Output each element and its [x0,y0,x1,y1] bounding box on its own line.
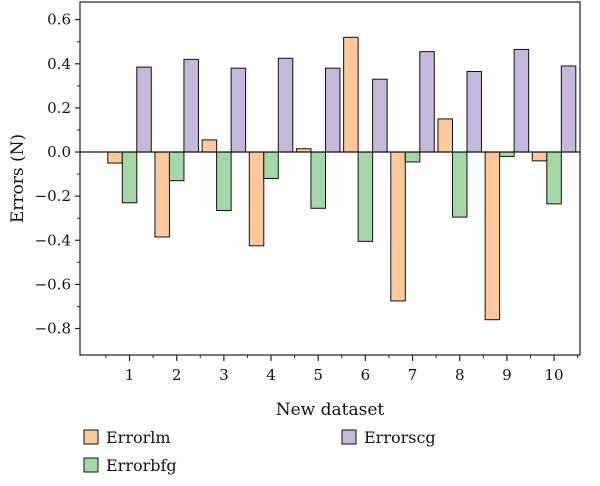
bars [80,36,580,321]
x-tick-label: 6 [361,366,371,384]
legend-swatch-errorbfg [83,457,99,473]
y-tick-label: 0.2 [47,99,71,117]
legend: Errorlm Errorbfg Errorscg [83,428,436,475]
y-tick-label: −0.2 [35,187,71,205]
x-axis: 1 2 3 4 5 6 7 8 9 10 [105,355,579,384]
x-tick-label: 7 [408,366,418,384]
bar-errorscg-1 [136,66,152,153]
x-tick-label: 2 [172,366,182,384]
bar-errorscg-9 [513,48,530,153]
bar-errorlm-3 [201,139,218,153]
bar-errorscg-6 [372,78,388,153]
x-tick-label: 10 [545,366,564,384]
bar-errorscg-2 [183,58,199,153]
bar-errorscg-8 [466,70,482,153]
y-tick-label: −0.4 [35,231,71,249]
bar-errorbfg-4 [263,151,279,179]
x-tick-label: 9 [502,366,512,384]
y-axis: −0.8 −0.6 −0.4 −0.2 0.0 0.2 0.4 0.6 [35,11,80,338]
bar-errorbfg-8 [451,151,468,218]
y-axis-title: Errors (N) [8,134,28,223]
bar-errorbfg-1 [121,151,138,204]
x-tick-label: 4 [266,366,276,384]
legend-label-errorlm: Errorlm [106,428,171,447]
bar-errorscg-4 [277,57,294,153]
x-tick-label: 3 [219,366,229,384]
bar-errorscg-7 [419,51,435,153]
bar-errorbfg-7 [404,151,421,163]
bar-errorscg-3 [230,67,247,153]
bar-errorlm-4 [248,151,265,247]
plot-frame [79,1,581,356]
bar-errorlm-7 [390,151,406,302]
bar-errorbfg-9 [499,151,515,157]
x-tick-label: 5 [313,366,323,384]
bar-errorlm-9 [484,151,501,321]
bar-errorbfg-6 [357,151,374,242]
x-tick-label: 8 [455,366,465,384]
x-axis-title: New dataset [276,400,385,420]
y-tick-label: 0.6 [47,11,71,29]
legend-label-errorscg: Errorscg [364,428,436,447]
y-tick-label: −0.8 [35,320,71,338]
bar-errorscg-5 [324,67,341,153]
y-tick-label: −0.6 [35,275,71,293]
x-tick-label: 1 [125,366,135,384]
legend-swatch-errorlm [83,429,99,445]
y-tick-label: 0.0 [47,143,71,161]
y-tick-label: 0.4 [47,55,71,73]
bar-errorbfg-2 [168,151,185,182]
bar-errorbfg-5 [310,151,326,209]
bar-errorlm-10 [531,151,548,162]
bar-errorscg-10 [560,65,577,153]
legend-label-errorbfg: Errorbfg [106,456,177,475]
bar-errorlm-8 [437,118,453,153]
bar-errorlm-2 [154,151,170,238]
legend-swatch-errorscg [341,429,357,445]
bar-errorlm-6 [343,36,359,153]
plot-border [79,1,581,356]
bar-errorbfg-10 [546,151,562,205]
bar-errorlm-1 [107,151,123,164]
bar-errorbfg-3 [216,151,232,211]
